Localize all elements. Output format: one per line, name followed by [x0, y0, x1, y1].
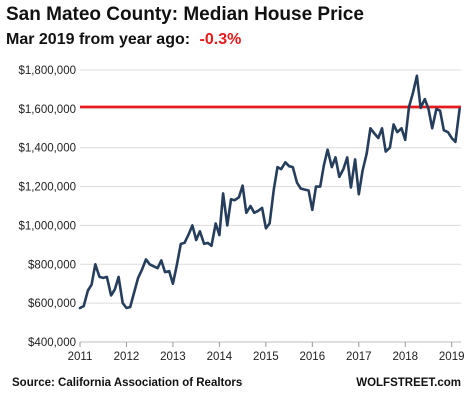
chart-subtitle-prefix: Mar 2019 from year ago: [6, 31, 190, 48]
x-tick-label: 2014 [207, 351, 233, 363]
y-tick-label: $600,000 [28, 298, 76, 310]
y-tick-label: $1,000,000 [18, 220, 76, 232]
credit-label: WOLFSTREET.com [356, 377, 461, 389]
series-group [78, 74, 461, 310]
x-tick-labels: 2011 2012 2013 2014 2015 2016 2017 2018 2019 [68, 342, 465, 363]
x-tick-label: 2016 [300, 351, 326, 363]
x-tick-label: 2017 [346, 351, 372, 363]
x-tick-label: 2019 [439, 351, 465, 363]
x-tick-label: 2018 [392, 351, 418, 363]
chart-subtitle: Mar 2019 from year ago: -0.3% [6, 31, 241, 48]
x-tick-label: 2012 [114, 351, 140, 363]
chart-subtitle-change: -0.3% [200, 31, 242, 48]
source-note: Source: California Association of Realto… [12, 377, 242, 389]
x-tick-label: 2015 [253, 351, 279, 363]
y-tick-label: $1,600,000 [18, 104, 76, 116]
price-series-line [78, 74, 461, 310]
y-tick-label: $1,800,000 [18, 65, 76, 77]
y-tick-labels: $400,000 $600,000 $800,000 $1,000,000 $1,200… [18, 65, 76, 349]
chart-title: San Mateo County: Median House Price [6, 4, 364, 25]
x-tick-label: 2013 [160, 351, 186, 363]
y-tick-label: $800,000 [28, 259, 76, 271]
y-tick-label: $1,400,000 [18, 143, 76, 155]
x-tick-label: 2011 [68, 351, 93, 363]
y-tick-label: $400,000 [28, 337, 76, 349]
y-tick-label: $1,200,000 [18, 182, 76, 194]
